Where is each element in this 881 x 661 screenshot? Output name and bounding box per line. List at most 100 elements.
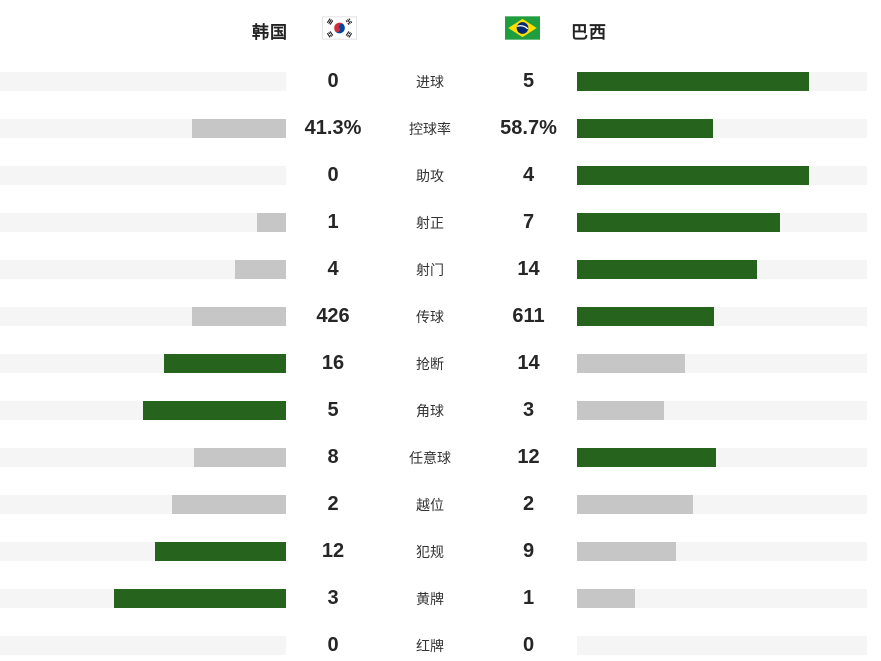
away-bar-fill [577, 495, 693, 514]
stat-label: 抢断 [416, 355, 444, 372]
away-value: 12 [517, 446, 540, 468]
home-value: 5 [327, 399, 339, 421]
home-bar-track [0, 260, 286, 279]
away-bar-track [577, 636, 867, 655]
home-value: 8 [327, 446, 339, 468]
home-bar-track [0, 72, 286, 91]
away-bar-track [577, 448, 867, 467]
away-value: 1 [522, 587, 535, 609]
brazil-flag-icon [505, 16, 540, 40]
stat-row: 16 抢断 14 [0, 340, 881, 387]
away-bar-fill [577, 72, 809, 91]
away-bar-track [577, 119, 867, 138]
home-value: 0 [327, 634, 339, 656]
stats-header: 韩国 [0, 0, 881, 58]
home-bar-fill [257, 213, 286, 232]
home-bar-fill [235, 260, 286, 279]
stat-label: 射门 [416, 261, 444, 278]
home-value: 41.3% [304, 117, 362, 139]
away-value: 2 [522, 493, 535, 515]
stats-rows: 0 进球 5 41.3% 控球率 58.7% 0 助攻 4 1 射正 [0, 58, 881, 661]
home-bar-track [0, 213, 286, 232]
stat-row: 41.3% 控球率 58.7% [0, 105, 881, 152]
away-bar-fill [577, 589, 635, 608]
home-value: 0 [327, 164, 339, 186]
home-bar-track [0, 119, 286, 138]
home-bar-fill [191, 119, 286, 138]
stat-row: 1 射正 7 [0, 199, 881, 246]
home-bar-track [0, 636, 286, 655]
home-bar-track [0, 166, 286, 185]
away-value: 4 [522, 164, 535, 186]
away-bar-track [577, 354, 867, 373]
away-bar-track [577, 260, 867, 279]
away-value: 0 [522, 634, 535, 656]
home-value: 426 [316, 305, 350, 327]
home-value: 12 [321, 540, 345, 562]
home-bar-fill [155, 542, 286, 561]
stat-label: 黄牌 [416, 590, 444, 607]
home-value: 4 [327, 258, 339, 280]
stat-label: 控球率 [409, 120, 451, 137]
away-bar-track [577, 401, 867, 420]
stat-row: 0 助攻 4 [0, 152, 881, 199]
away-team-name: 巴西 [571, 23, 607, 42]
stat-label: 犯规 [416, 543, 444, 560]
stat-row: 12 犯规 9 [0, 528, 881, 575]
home-team-name: 韩国 [252, 23, 288, 42]
away-value: 14 [517, 258, 540, 280]
away-value: 3 [522, 399, 535, 421]
stat-label: 助攻 [416, 167, 444, 184]
stat-label: 越位 [416, 496, 444, 513]
home-bar-track [0, 589, 286, 608]
stat-row: 426 传球 611 [0, 293, 881, 340]
away-value: 58.7% [500, 117, 557, 139]
stat-row: 4 射门 14 [0, 246, 881, 293]
away-bar-fill [577, 448, 717, 467]
home-bar-track [0, 307, 286, 326]
home-bar-fill [114, 589, 286, 608]
stat-row: 0 红牌 0 [0, 622, 881, 661]
home-bar-track [0, 354, 286, 373]
stat-row: 3 黄牌 1 [0, 575, 881, 622]
home-value: 1 [327, 211, 339, 233]
away-bar-track [577, 542, 867, 561]
away-bar-track [577, 495, 867, 514]
stat-label: 进球 [416, 73, 444, 90]
home-bar-fill [163, 354, 286, 373]
away-bar-fill [577, 166, 809, 185]
home-value: 16 [321, 352, 345, 374]
home-bar-track [0, 448, 286, 467]
away-bar-fill [577, 119, 714, 138]
away-bar-fill [577, 542, 677, 561]
away-bar-track [577, 166, 867, 185]
stat-label: 任意球 [409, 449, 451, 466]
away-value: 611 [512, 305, 545, 327]
away-bar-track [577, 307, 867, 326]
home-bar-track [0, 401, 286, 420]
away-value: 9 [522, 540, 535, 562]
away-bar-track [577, 589, 867, 608]
stat-label: 角球 [416, 402, 444, 419]
home-bar-track [0, 542, 286, 561]
home-bar-track [0, 495, 286, 514]
home-bar-fill [192, 307, 286, 326]
away-value: 14 [517, 352, 540, 374]
stat-label: 传球 [416, 308, 444, 325]
stat-row: 2 越位 2 [0, 481, 881, 528]
home-bar-fill [171, 495, 286, 514]
home-bar-fill [143, 401, 286, 420]
away-bar-fill [577, 401, 664, 420]
away-value: 7 [522, 211, 535, 233]
away-bar-fill [577, 213, 780, 232]
away-value: 5 [522, 70, 535, 92]
away-bar-fill [577, 307, 714, 326]
stat-row: 5 角球 3 [0, 387, 881, 434]
home-bar-fill [194, 448, 286, 467]
home-value: 0 [327, 70, 339, 92]
away-bar-fill [577, 260, 758, 279]
away-bar-fill [577, 354, 686, 373]
stat-row: 8 任意球 12 [0, 434, 881, 481]
away-bar-track [577, 72, 867, 91]
